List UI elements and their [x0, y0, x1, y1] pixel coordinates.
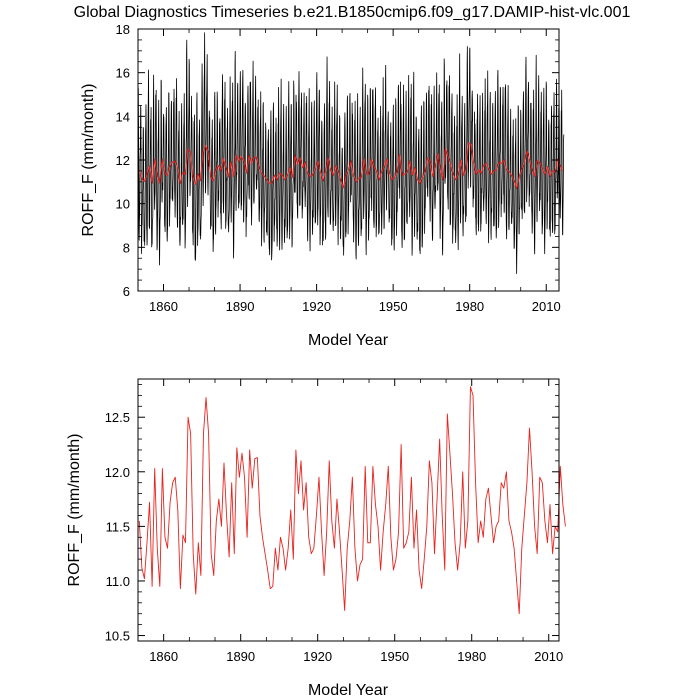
top-panel-x-axis-label: Model Year: [308, 332, 389, 349]
bottom-panel-x-axis-label: Model Year: [308, 682, 389, 699]
top-panel-y-tick-label: 16: [116, 66, 130, 81]
bottom-panel-y-axis-label: ROFF_F (mm/month): [66, 434, 83, 587]
top-panel-y-axis-label: ROFF_F (mm/month): [80, 84, 97, 237]
bottom-panel-frame: [137, 378, 560, 642]
bottom-panel-y-tick-label: 11.0: [106, 574, 130, 589]
top-panel-x-tick-label: 1860: [149, 299, 178, 314]
figure-title: Global Diagnostics Timeseries b.e21.B185…: [74, 4, 631, 21]
top-panel-x-tick-label: 1980: [455, 299, 484, 314]
bottom-panel-x-tick-label: 1890: [226, 649, 255, 664]
top-panel-axes: 1860 1890 1920 1950 1980 2010 6 8 10 12 14 16 18: [116, 22, 561, 314]
top-panel-monthly-line: [137, 32, 565, 275]
bottom-panel-x-tick-label: 1860: [149, 649, 178, 664]
bottom-panel-annual-line: [138, 386, 566, 615]
top-panel-annual-line: [138, 142, 564, 189]
bottom-panel-series: [138, 386, 566, 615]
top-panel-y-tick-label: 12: [116, 153, 130, 168]
bottom-panel-x-tick-label: 1950: [380, 649, 409, 664]
top-panel-y-tick-label: 18: [116, 22, 130, 37]
top-panel-y-tick-label: 8: [123, 240, 130, 255]
bottom-panel-axes: 1860 1890 1920 1950 1980 2010 10.5 11.0 11.5 12.0…: [105, 378, 563, 664]
bottom-panel-y-tick-label: 12.5: [105, 410, 130, 425]
bottom-panel-x-tick-label: 1980: [457, 649, 486, 664]
bottom-panel-x-tick-label: 2010: [534, 649, 563, 664]
bottom-panel-x-tick-label: 1920: [303, 649, 332, 664]
bottom-panel-y-tick-label: 10.5: [105, 629, 130, 644]
top-panel-x-tick-label: 2010: [532, 299, 561, 314]
top-panel: 1860 1890 1920 1950 1980 2010 6 8 10 12 14 16 18 Mod…: [80, 22, 565, 349]
top-panel-x-tick-label: 1920: [302, 299, 331, 314]
bottom-panel: 1860 1890 1920 1950 1980 2010 10.5 11.0 11.5 12.0…: [66, 378, 566, 699]
top-panel-y-tick-label: 10: [116, 197, 130, 212]
top-panel-y-tick-label: 14: [116, 109, 130, 124]
top-panel-x-tick-label: 1890: [226, 299, 255, 314]
top-panel-x-tick-label: 1950: [379, 299, 408, 314]
top-panel-y-tick-label: 6: [123, 284, 130, 299]
top-panel-series: [137, 32, 565, 275]
bottom-panel-y-tick-label: 11.5: [106, 519, 130, 534]
bottom-panel-y-tick-label: 12.0: [105, 465, 130, 480]
